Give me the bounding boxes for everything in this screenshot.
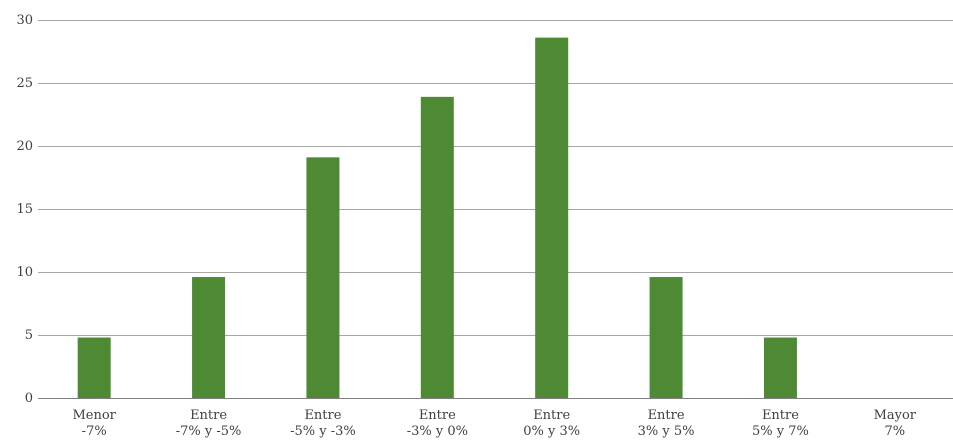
y-tick-label: 25 [16,76,33,91]
x-category-label: -7% [82,424,107,439]
bar [77,337,111,398]
bar [649,277,683,398]
y-tick-label: 20 [16,139,33,154]
x-category-label: Entre [419,408,456,423]
bar [306,157,340,398]
bar [535,37,569,398]
x-category-label: Entre [762,408,799,423]
x-category-label: Entre [648,408,685,423]
y-tick-label: 30 [16,13,33,28]
x-category-label: -5% y -3% [290,424,356,439]
x-category-label: -7% y -5% [176,424,242,439]
y-axis-tick-labels: 0 5 10 15 20 25 30 [16,13,33,406]
x-category-label: 0% y 3% [523,424,580,439]
bar [192,277,226,398]
x-category-label: Entre [533,408,570,423]
x-category-label: Entre [304,408,341,423]
x-category-label: Entre [190,408,227,423]
x-category-label: -3% y 0% [407,424,468,439]
x-axis-category-labels: Menor-7%Entre-7% y -5%Entre-5% y -3%Entr… [72,408,916,439]
y-tick-label: 10 [16,265,33,280]
x-category-label: Menor [72,408,116,423]
bar [420,96,454,399]
y-tick-label: 15 [16,202,33,217]
y-tick-label: 5 [25,328,33,343]
x-category-label: 5% y 7% [752,424,809,439]
gridlines [38,20,953,336]
x-category-label: Mayor [874,408,917,423]
y-tick-label: 0 [25,391,33,406]
x-category-label: 3% y 5% [638,424,695,439]
bar [763,337,797,398]
x-category-label: 7% [885,424,906,439]
bars [77,37,912,399]
